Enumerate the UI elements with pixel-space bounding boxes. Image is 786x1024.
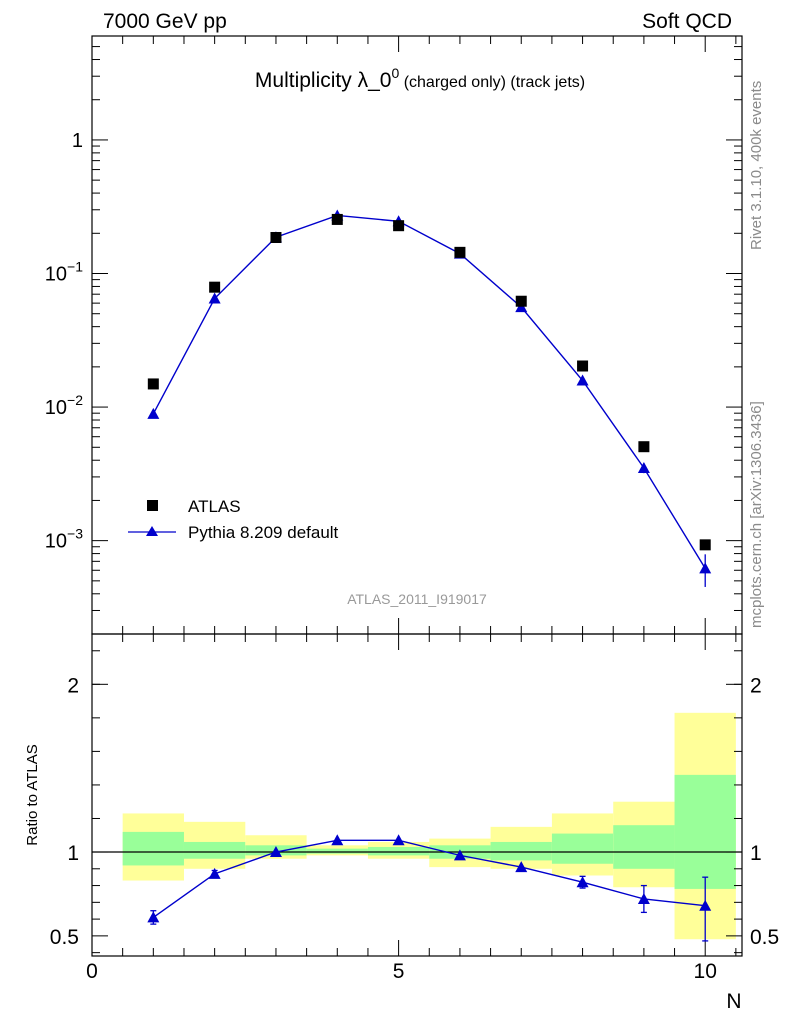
pythia-point: [637, 461, 650, 473]
x-tick-label-2: 5: [393, 960, 405, 983]
main-y-tick-label-1: 1: [72, 130, 83, 152]
main-panel-series: [147, 209, 712, 587]
ratio-point: [515, 861, 528, 873]
ratio-y-axis-label: Ratio to ATLAS: [24, 744, 41, 845]
ratio-point: [269, 846, 282, 858]
legend-mc-label: Pythia 8.209 default: [188, 523, 339, 542]
header-left: 7000 GeV pp: [103, 10, 227, 33]
ratio-line: [152, 839, 706, 918]
ratio-panel-series: [147, 834, 712, 942]
band-inner-5: [367, 846, 430, 856]
x-tick-label-3: 10: [694, 960, 717, 983]
band-inner-2: [183, 841, 246, 859]
ratio-y-tick-label-right-3: 0.5: [750, 926, 779, 949]
analysis-watermark: ATLAS_2011_I919017: [347, 591, 487, 607]
main-y-tick-label-4: 10−3: [45, 526, 83, 553]
ratio-point: [392, 834, 405, 846]
axis-ticks: [91, 35, 742, 956]
band-inner-4: [306, 848, 368, 854]
ratio-point: [637, 892, 650, 904]
mcplots-label: mcplots.cern.ch [arXiv:1306.3436]: [748, 401, 765, 628]
pythia-line: [152, 214, 706, 569]
band-inner-1: [122, 831, 184, 866]
ratio-point: [331, 834, 344, 846]
tick-labels: 1 10−1 10−2 10−3 2 2 1 1 0.5 0.5 0 5 10: [45, 130, 779, 983]
atlas-point: [515, 295, 527, 307]
plot-title: Multiplicity λ_00 (charged only) (track …: [255, 65, 585, 92]
pythia-point: [147, 407, 160, 419]
pythia-point: [208, 292, 221, 304]
atlas-point: [638, 441, 650, 453]
ratio-panel-frame: [91, 633, 743, 957]
ratio-point: [208, 867, 221, 879]
ratio-y-tick-label-left-1: 2: [67, 674, 79, 697]
pythia-point: [576, 374, 589, 386]
title-main: Multiplicity λ_0: [255, 69, 392, 92]
atlas-point: [393, 220, 405, 232]
ratio-point: [699, 899, 712, 911]
atlas-point: [699, 539, 711, 551]
main-y-tick-label-3: 10−2: [45, 392, 83, 419]
ratio-y-tick-label-right-1: 2: [750, 674, 762, 697]
legend: ATLAS Pythia 8.209 default: [128, 497, 339, 542]
legend-atlas-marker: [147, 500, 158, 511]
atlas-point: [209, 281, 221, 293]
ratio-y-tick-label-left-3: 0.5: [50, 926, 79, 949]
pythia-point: [699, 562, 712, 574]
band-inner-10: [674, 774, 736, 889]
ratio-point: [453, 849, 466, 861]
atlas-point: [577, 360, 589, 372]
atlas-point: [270, 232, 282, 244]
rivet-label: Rivet 3.1.10, 400k events: [748, 81, 765, 250]
title-rest: (charged only) (track jets): [399, 74, 585, 91]
ratio-y-tick-label-right-2: 1: [750, 842, 762, 865]
main-panel-frame: [91, 35, 743, 635]
title-sup: 0: [391, 65, 399, 81]
legend-atlas-label: ATLAS: [188, 497, 241, 516]
x-axis-label: N: [726, 990, 741, 1013]
ratio-point: [576, 876, 589, 888]
ratio-point: [147, 911, 160, 923]
main-y-tick-label-2: 10−1: [45, 259, 83, 286]
ratio-y-tick-label-left-2: 1: [67, 842, 79, 865]
header-right: Soft QCD: [642, 10, 732, 33]
atlas-point: [454, 246, 466, 258]
atlas-point: [147, 378, 159, 390]
legend-mc-marker: [146, 526, 158, 536]
atlas-point: [331, 213, 343, 225]
band-inner-8: [551, 833, 614, 864]
band-inner-9: [613, 825, 675, 869]
x-tick-label-1: 0: [86, 960, 98, 983]
band-inner-7: [490, 841, 552, 861]
